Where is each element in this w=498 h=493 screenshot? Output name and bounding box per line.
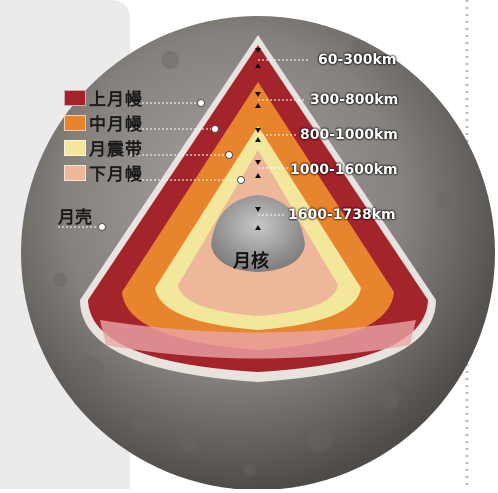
depth-label-seismic: 800-1000km [300, 127, 398, 143]
pointer-dots [98, 99, 245, 231]
middle-mantle-swatch [64, 114, 86, 131]
seismic-zone-swatch [64, 139, 86, 156]
lower-mantle-swatch [64, 164, 86, 181]
crater-texture [53, 40, 453, 476]
legend-item-lower-mantle: 下月幔 [64, 160, 143, 185]
upper-mantle-swatch [64, 89, 86, 106]
legend-item-middle-mantle: 中月幔 [64, 110, 143, 135]
legend-label: 月震带 [89, 140, 143, 160]
depth-label-lower: 1000-1600km [290, 162, 398, 178]
crust-label: 月壳 [58, 208, 92, 228]
legend-label: 上月幔 [89, 90, 143, 110]
depth-label-core: 1600-1738km [288, 207, 396, 223]
depth-label-upper: 60-300km [318, 52, 397, 68]
legend-item-seismic-zone: 月震带 [64, 135, 143, 160]
legend-label: 下月幔 [89, 165, 143, 185]
core-label: 月核 [233, 251, 269, 272]
depth-pointers [258, 59, 310, 216]
core-layer [211, 195, 305, 272]
axis-arrows [255, 48, 261, 230]
legend-label: 中月幔 [89, 115, 143, 135]
legend-item-upper-mantle: 上月幔 [64, 85, 143, 110]
legend-pointers [58, 102, 240, 228]
depth-label-middle: 300-800km [310, 92, 399, 108]
bottom-band [100, 320, 416, 359]
